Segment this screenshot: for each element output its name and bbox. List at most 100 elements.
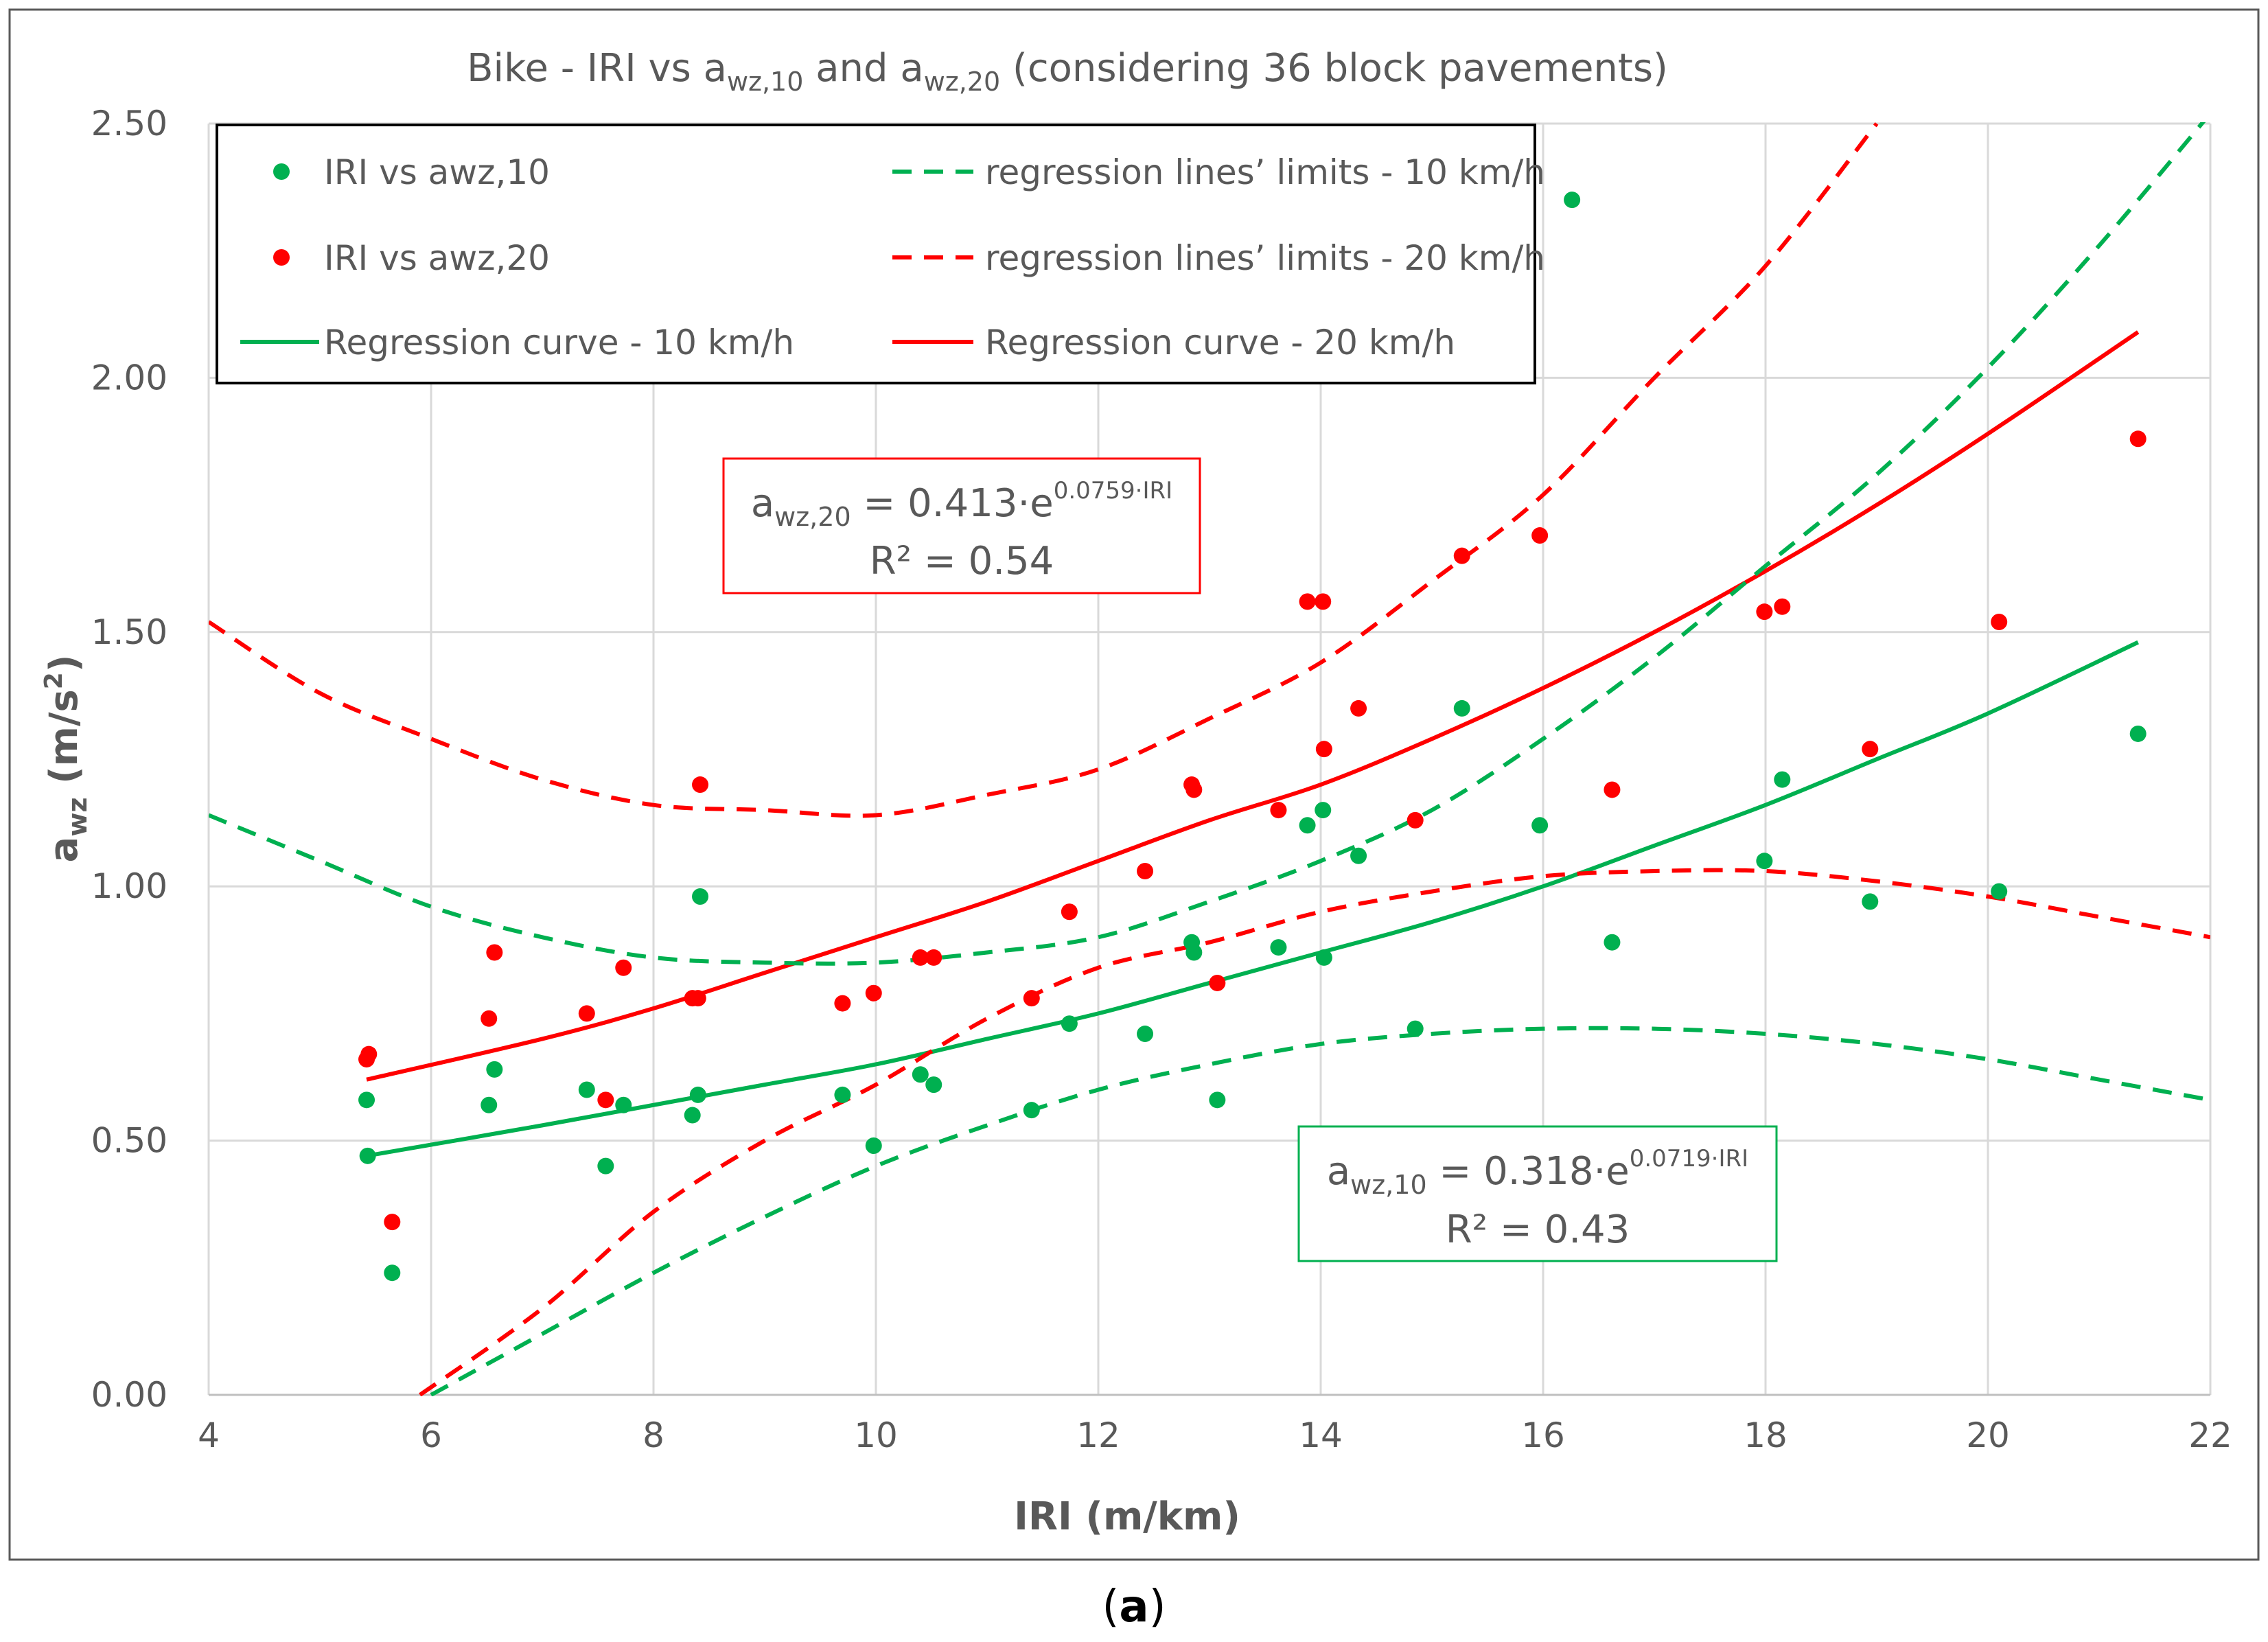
point-awz20 (578, 1005, 595, 1022)
regression-limit-20 (419, 868, 2210, 1396)
x-tick-label: 16 (1521, 1415, 1565, 1455)
legend-label: IRI vs awz,20 (324, 238, 550, 278)
legend-label: Regression curve - 20 km/h (985, 323, 1455, 362)
point-awz20 (486, 944, 503, 961)
point-awz20 (1061, 903, 1078, 921)
point-awz20 (1315, 741, 1332, 758)
point-awz10 (2129, 725, 2146, 742)
y-tick-label: 2.00 (91, 358, 167, 397)
point-awz10 (834, 1086, 851, 1103)
series-lines (209, 122, 2210, 1396)
regression-limit-10 (209, 122, 2206, 966)
point-awz10 (1531, 817, 1549, 834)
point-awz10 (1604, 934, 1621, 951)
point-awz20 (1350, 699, 1367, 717)
point-awz10 (1991, 883, 2008, 900)
y-tick-label: 0.00 (91, 1375, 167, 1415)
point-awz10 (1299, 817, 1316, 834)
point-awz20 (912, 949, 929, 966)
point-awz20 (865, 984, 882, 1002)
point-awz20 (1315, 593, 1332, 610)
point-awz20 (1209, 974, 1226, 991)
point-awz20 (925, 949, 942, 966)
point-awz20 (1756, 603, 1773, 621)
y-tick-label: 2.50 (91, 104, 167, 143)
point-awz10 (1862, 893, 1879, 910)
point-awz20 (1299, 593, 1316, 610)
point-awz10 (358, 1091, 375, 1109)
point-awz10 (578, 1081, 595, 1098)
point-awz10 (1185, 944, 1203, 961)
point-awz20 (1531, 527, 1549, 544)
equation-10-text: awz,10 = 0.318·e0.0719·IRI (1327, 1145, 1748, 1200)
x-axis-label: IRI (m/km) (1014, 1494, 1240, 1539)
x-axis: 4 6 8 10 12 14 16 18 20 22 (198, 1394, 2232, 1455)
x-tick-label: 18 (1744, 1415, 1787, 1455)
point-awz20 (1185, 781, 1203, 798)
equation-20-text: awz,20 = 0.413·e0.0759·IRI (751, 477, 1172, 532)
point-awz10 (1315, 949, 1332, 966)
y-tick-label: 1.00 (91, 866, 167, 906)
point-awz10 (925, 1076, 942, 1094)
legend-label: IRI vs awz,10 (324, 152, 550, 192)
point-awz10 (359, 1147, 376, 1164)
legend-box (216, 124, 1536, 384)
point-awz10 (1453, 699, 1470, 717)
x-tick-label: 22 (2188, 1415, 2232, 1455)
x-tick-label: 6 (420, 1415, 442, 1455)
point-awz10 (615, 1096, 632, 1113)
x-tick-label: 10 (854, 1415, 898, 1455)
legend-label: regression lines’ limits - 10 km/h (985, 152, 1545, 192)
r-squared-20: R² = 0.54 (870, 539, 1054, 583)
point-awz10 (1061, 1015, 1078, 1032)
y-axis-label: awz (m/s2) (40, 655, 93, 863)
point-awz20 (1137, 862, 1154, 879)
x-tick-label: 8 (643, 1415, 664, 1455)
point-awz10 (689, 1086, 706, 1103)
point-awz20 (1774, 598, 1791, 615)
legend-label: regression lines’ limits - 20 km/h (985, 238, 1545, 278)
point-awz10 (865, 1137, 882, 1155)
legend-marker (273, 249, 290, 266)
point-awz10 (1209, 1091, 1226, 1109)
point-awz20 (1453, 547, 1470, 564)
regression-limit-20 (209, 122, 1879, 818)
x-tick-label: 12 (1076, 1415, 1120, 1455)
series-points (358, 192, 2146, 1282)
point-awz20 (360, 1045, 378, 1063)
point-awz20 (1862, 741, 1879, 758)
x-tick-label: 14 (1299, 1415, 1343, 1455)
y-tick-label: 0.50 (91, 1121, 167, 1161)
point-awz10 (486, 1061, 503, 1078)
point-awz10 (481, 1096, 498, 1113)
point-awz20 (689, 990, 706, 1007)
point-awz10 (1270, 939, 1287, 956)
legend-label: Regression curve - 10 km/h (324, 323, 794, 362)
point-awz20 (692, 776, 709, 794)
point-awz20 (1604, 781, 1621, 798)
point-awz20 (1023, 990, 1040, 1007)
y-axis: 0.00 0.50 1.00 1.50 2.00 2.50 (91, 104, 167, 1415)
point-awz10 (1350, 847, 1367, 864)
point-awz20 (481, 1010, 498, 1027)
x-tick-label: 20 (1966, 1415, 2010, 1455)
point-awz10 (1756, 853, 1773, 870)
point-awz10 (684, 1107, 701, 1124)
point-awz20 (2129, 430, 2146, 448)
point-awz10 (912, 1066, 929, 1083)
point-awz10 (1774, 771, 1791, 788)
figure-caption: (a) (1102, 1582, 1166, 1632)
chart-title: Bike - IRI vs awz,10 and awz,20 (conside… (467, 46, 1668, 97)
point-awz20 (1407, 811, 1424, 829)
point-awz20 (1991, 613, 2008, 630)
equation-box-10: awz,10 = 0.318·e0.0719·IRI R² = 0.43 (1297, 1125, 1778, 1262)
equation-box-20: awz,20 = 0.413·e0.0759·IRI R² = 0.54 (722, 457, 1201, 594)
regression-limit-10 (430, 1026, 2210, 1396)
point-awz10 (1315, 802, 1332, 819)
point-awz20 (615, 959, 632, 976)
point-awz20 (834, 995, 851, 1012)
point-awz20 (597, 1091, 614, 1109)
x-tick-label: 4 (198, 1415, 220, 1455)
point-awz10 (597, 1157, 614, 1175)
